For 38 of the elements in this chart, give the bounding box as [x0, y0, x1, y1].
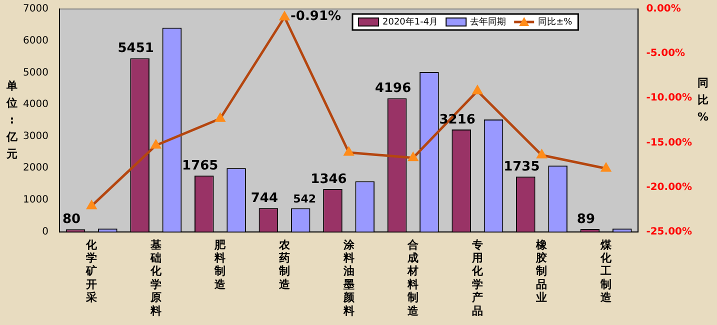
- x-tick-label: 合成材料制造: [406, 238, 420, 318]
- data-label: 5451: [118, 41, 154, 56]
- annotation: 542: [293, 192, 316, 206]
- data-label: 744: [250, 190, 278, 206]
- data-label: 1735: [504, 159, 540, 174]
- legend-label: 去年同期: [470, 16, 506, 28]
- y2-tick-label: 0.00%: [646, 4, 681, 15]
- x-tick-label: 煤化工制造: [600, 238, 613, 304]
- legend-label: 2020年1-4月: [382, 16, 438, 28]
- y-axis-title: 单位:亿元: [6, 79, 18, 160]
- y-tick-label: 5000: [22, 67, 48, 78]
- y-tick-label: 2000: [22, 162, 48, 174]
- y2-tick-label: -10.00%: [646, 92, 692, 104]
- data-label: 4196: [374, 81, 412, 96]
- x-tick-label: 涂料油墨颜料: [342, 238, 356, 318]
- y2-tick-label: -20.00%: [646, 182, 692, 193]
- y-tick-label: 0: [42, 226, 48, 238]
- y-tick-label: 3000: [22, 130, 48, 142]
- x-tick-label: 专用化学产品: [470, 238, 484, 318]
- data-label: 80: [62, 212, 81, 228]
- y2-tick-label: -25.00%: [646, 226, 692, 238]
- data-label: 1346: [310, 172, 347, 187]
- y2-axis-title: 同比%: [697, 76, 709, 124]
- y-tick-label: 7000: [22, 4, 48, 15]
- x-tick-label: 橡胶制品业: [535, 238, 548, 304]
- x-tick-label: 基础化学原料: [149, 238, 162, 318]
- y-tick-label: 1000: [22, 194, 48, 206]
- legend-label: 同比±%: [538, 16, 573, 28]
- y2-tick-label: -5.00%: [646, 48, 686, 60]
- y-tick-label: 6000: [22, 35, 48, 46]
- data-label: 1765: [182, 158, 218, 174]
- x-tick-label: 农药制造: [278, 238, 292, 291]
- x-tick-label: 肥料制造: [214, 238, 227, 291]
- data-label: -0.91%: [290, 8, 342, 24]
- x-tick-label: 化学矿开采: [85, 238, 98, 304]
- y2-tick-label: -15.00%: [646, 137, 692, 148]
- y-tick-label: 4000: [22, 99, 48, 110]
- data-label: 89: [576, 212, 596, 227]
